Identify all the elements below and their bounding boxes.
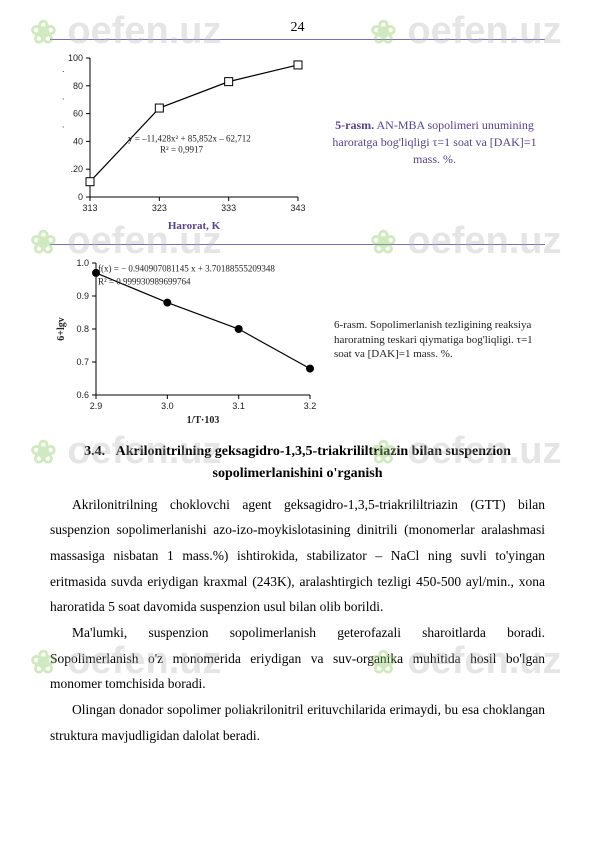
mid-rule	[50, 244, 545, 245]
top-rule	[50, 39, 545, 40]
svg-text:0.8: 0.8	[76, 324, 89, 334]
figure-5-caption: 5-rasm. AN-MBA sopolimeri unumining haro…	[310, 117, 545, 167]
svg-text:R² = 0.999930989699764: R² = 0.999930989699764	[98, 276, 191, 286]
svg-text:1.0: 1.0	[76, 258, 89, 268]
svg-text:.: .	[62, 120, 65, 130]
chart-5: 0 .20 40 60 80 100 313 323 333 343 y = –11,428x² +…	[50, 50, 310, 235]
paragraph: Olingan donador sopolimer poliakrilonitr…	[50, 697, 545, 748]
svg-text:40: 40	[73, 136, 83, 146]
svg-text:343: 343	[290, 203, 305, 213]
svg-text:100: 100	[68, 53, 83, 63]
svg-text:0.6: 0.6	[76, 390, 89, 400]
svg-text:1/T·103: 1/T·103	[187, 415, 220, 425]
figure-6-row: 0.6 0.7 0.8 0.9 1.0 2.9 3.0 3.1 3.2 f(x) = − 0.94…	[0, 251, 595, 431]
body-text: Akrilonitrilning choklovchi agent geksag…	[0, 488, 595, 748]
svg-text:3.0: 3.0	[161, 401, 174, 411]
svg-text:80: 80	[73, 81, 83, 91]
svg-text:0.7: 0.7	[76, 357, 89, 367]
svg-text:y = –11,428x² + 85,852x – 62,7: y = –11,428x² + 85,852x – 62,712	[128, 133, 251, 143]
svg-text:333: 333	[221, 203, 236, 213]
page-number: 24	[0, 0, 595, 36]
svg-text:313: 313	[82, 203, 97, 213]
svg-text:0: 0	[78, 192, 83, 202]
svg-text:R² = 0,9917: R² = 0,9917	[160, 145, 204, 155]
svg-text:3.1: 3.1	[232, 401, 245, 411]
section-heading: 3.4. Akrilonitrilning geksagidro-1,3,5-t…	[0, 431, 595, 488]
chart-6: 0.6 0.7 0.8 0.9 1.0 2.9 3.0 3.1 3.2 f(x) = − 0.94…	[50, 255, 320, 425]
svg-text:6+lgv: 6+lgv	[56, 317, 67, 340]
svg-text:.20: .20	[70, 164, 83, 174]
svg-text:2.9: 2.9	[90, 401, 103, 411]
svg-text:0.9: 0.9	[76, 291, 89, 301]
figure-5-row: 0 .20 40 60 80 100 313 323 333 343 y = –11,428x² +…	[0, 46, 595, 241]
svg-text:.: .	[62, 64, 65, 74]
svg-text:f(x) = − 0.940907081145 x + 3.: f(x) = − 0.940907081145 x + 3.7018855520…	[98, 263, 275, 273]
figure-6-caption: 6-rasm. Sopolimerlanish tezligining reak…	[320, 318, 545, 363]
svg-text:3.2: 3.2	[304, 401, 317, 411]
svg-text:323: 323	[152, 203, 167, 213]
svg-text:Harorat, K: Harorat, K	[168, 220, 221, 232]
svg-text:60: 60	[73, 109, 83, 119]
svg-text:.: .	[62, 92, 65, 102]
paragraph: Ma'lumki, suspenzion sopolimerlanish get…	[50, 620, 545, 697]
paragraph: Akrilonitrilning choklovchi agent geksag…	[50, 492, 545, 620]
